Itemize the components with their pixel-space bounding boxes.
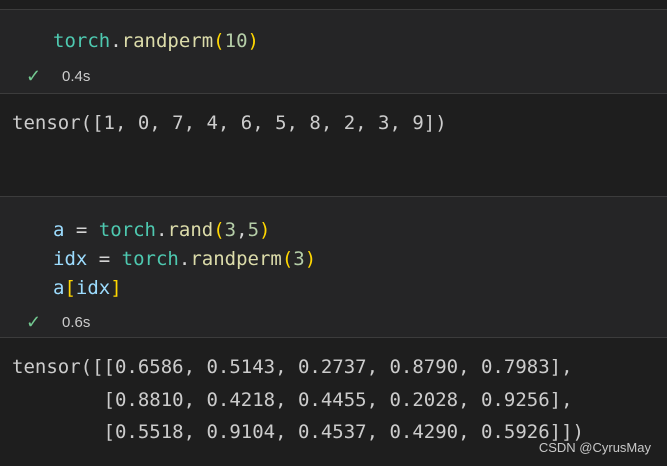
cell-output-line: [0.8810, 0.4218, 0.4455, 0.2028, 0.9256]…	[12, 389, 573, 411]
code-token: rand	[167, 219, 214, 241]
code-token: )	[259, 219, 271, 241]
code-token: 3	[224, 219, 237, 241]
cell-output-line: tensor([[0.6586, 0.5143, 0.2737, 0.8790,…	[12, 356, 573, 378]
code-line[interactable]: torch.randperm(10)	[53, 29, 259, 53]
code-line[interactable]: a = torch.rand(3,5)	[53, 218, 270, 242]
code-token: 3	[293, 248, 305, 270]
code-token: (	[281, 248, 294, 270]
code-token: =	[64, 219, 99, 241]
code-cell-1[interactable]: torch.randperm(10) ✓ 0.4s	[0, 9, 667, 94]
code-token: 10	[224, 30, 248, 52]
cell-output-line: tensor([1, 0, 7, 4, 6, 5, 8, 2, 3, 9])	[12, 112, 447, 134]
execution-time: 0.4s	[62, 68, 91, 85]
code-token: )	[304, 248, 317, 270]
code-token: )	[247, 30, 259, 52]
check-icon: ✓	[26, 312, 42, 332]
cell-status: ✓ 0.4s	[26, 66, 90, 87]
code-token: randperm	[190, 248, 282, 270]
code-token: randperm	[121, 30, 214, 52]
code-token: (	[213, 30, 225, 52]
code-cell-2[interactable]: a = torch.rand(3,5) idx = torch.randperm…	[0, 196, 667, 338]
code-line[interactable]: a[idx]	[53, 276, 122, 300]
code-token: torch	[98, 219, 156, 241]
code-token: .	[155, 219, 168, 241]
code-token: torch	[53, 30, 111, 52]
watermark: CSDN @CyrusMay	[538, 440, 651, 455]
code-token: .	[178, 248, 191, 270]
code-token: torch	[121, 248, 179, 270]
cell-status: ✓ 0.6s	[26, 312, 90, 333]
code-token: 5	[247, 219, 260, 241]
cell-output-line: [0.5518, 0.9104, 0.4537, 0.4290, 0.5926]…	[12, 421, 584, 443]
code-token: ]	[110, 277, 122, 299]
code-token: idx	[75, 277, 111, 299]
check-icon: ✓	[26, 66, 42, 86]
code-token: =	[87, 248, 122, 270]
code-token: idx	[53, 248, 88, 270]
execution-time: 0.6s	[62, 314, 91, 331]
code-token: ,	[236, 219, 248, 241]
code-token: [	[64, 277, 76, 299]
code-token: a	[53, 219, 65, 241]
code-token: (	[213, 219, 225, 241]
code-token: a	[53, 277, 65, 299]
code-token: .	[110, 30, 122, 52]
code-line[interactable]: idx = torch.randperm(3)	[53, 247, 316, 271]
